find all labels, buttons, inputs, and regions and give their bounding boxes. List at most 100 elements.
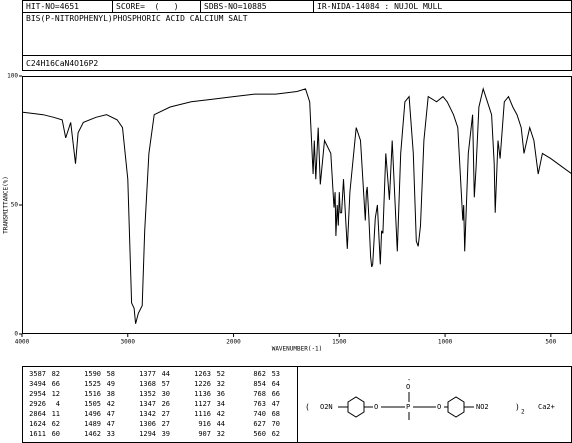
x-tick-label: 1500 [332, 339, 347, 346]
count: 2 [521, 409, 525, 416]
peak-wavenumber: 2864 [29, 410, 46, 418]
peak-transmittance: 70 [272, 420, 280, 428]
peak-transmittance: 39 [162, 430, 170, 438]
peak-transmittance: 53 [272, 370, 280, 378]
formula-box [22, 55, 572, 71]
peak-wavenumber: 560 [253, 430, 266, 438]
peak-transmittance: 60 [52, 430, 60, 438]
peak-transmittance: 30 [162, 390, 170, 398]
peak-transmittance: 47 [107, 410, 115, 418]
peak-transmittance: 64 [272, 380, 280, 388]
peak-wavenumber: 3587 [29, 370, 46, 378]
peak-transmittance: 44 [162, 370, 170, 378]
peak-wavenumber: 1306 [139, 420, 156, 428]
peak-wavenumber: 763 [253, 400, 266, 408]
x-tick-label: 3000 [121, 339, 136, 346]
x-axis-label: WAVENUMBER(-1) [272, 346, 323, 353]
peak-transmittance: 57 [162, 380, 170, 388]
peak-transmittance: 47 [107, 420, 115, 428]
peak-wavenumber: 2954 [29, 390, 46, 398]
paren: ) [515, 403, 520, 412]
peak-transmittance: 47 [272, 400, 280, 408]
compound-name: BIS(P-NITROPHENYL)PHOSPHORIC ACID CALCIU… [26, 14, 248, 23]
peak-wavenumber: 1590 [84, 370, 101, 378]
peak-transmittance: 32 [217, 430, 225, 438]
hit-no: HIT-NO=4651 [26, 2, 79, 11]
sdbs-no: SDBS-NO=10885 [204, 2, 267, 11]
peak-transmittance: 36 [217, 390, 225, 398]
peak-wavenumber: 2926 [29, 400, 46, 408]
peak-transmittance: 66 [272, 390, 280, 398]
group: O2N [320, 403, 333, 411]
peak-wavenumber: 768 [253, 390, 266, 398]
peak-transmittance: 32 [217, 380, 225, 388]
atom: O [437, 403, 441, 411]
peak-wavenumber: 1624 [29, 420, 46, 428]
y-axis-label: TRANSMITTANCE(%) [3, 176, 10, 234]
peak-transmittance: 58 [107, 370, 115, 378]
peak-transmittance: 62 [52, 420, 60, 428]
peak-wavenumber: 1263 [194, 370, 211, 378]
peak-wavenumber: 1525 [84, 380, 101, 388]
peak-wavenumber: 1226 [194, 380, 211, 388]
spectrum-line [21, 87, 572, 324]
peak-table: 3587 82 3494 66 2954 12 2926 4 2864 11 1624 62 1611 6… [22, 366, 298, 443]
peak-transmittance: 26 [162, 400, 170, 408]
peak-transmittance: 49 [107, 380, 115, 388]
header-box [22, 0, 572, 56]
x-tick-label: 1000 [438, 339, 453, 346]
peak-transmittance: 52 [217, 370, 225, 378]
peak-wavenumber: 740 [253, 410, 266, 418]
peak-wavenumber: 1516 [84, 390, 101, 398]
peak-transmittance: 82 [52, 370, 60, 378]
peak-transmittance: 42 [107, 400, 115, 408]
peak-wavenumber: 1462 [84, 430, 101, 438]
x-tick-label: 4000 [15, 339, 30, 346]
peak-wavenumber: 862 [253, 370, 266, 378]
peak-wavenumber: 1611 [29, 430, 46, 438]
atom: P [406, 403, 410, 411]
peak-wavenumber: 1127 [194, 400, 211, 408]
peak-wavenumber: 1352 [139, 390, 156, 398]
peak-wavenumber: 907 [198, 430, 211, 438]
peak-transmittance: 38 [107, 390, 115, 398]
formula: C24H16CaN4O16P2 [26, 59, 98, 68]
peak-transmittance: 4 [56, 400, 60, 408]
peak-wavenumber: 627 [253, 420, 266, 428]
y-tick-label: 50 [11, 202, 19, 209]
peak-transmittance: 62 [272, 430, 280, 438]
score: SCORE= ( ) [116, 2, 179, 11]
y-tick-label: 0 [14, 331, 18, 338]
peak-wavenumber: 854 [253, 380, 266, 388]
paren: ( [305, 403, 310, 412]
peak-wavenumber: 1377 [139, 370, 156, 378]
benzene-ring [447, 396, 465, 418]
x-tick-label: 500 [545, 339, 556, 346]
peak-transmittance: 11 [52, 410, 60, 418]
peak-transmittance: 44 [217, 420, 225, 428]
charge: - [407, 376, 411, 384]
peak-wavenumber: 1496 [84, 410, 101, 418]
structure-box [297, 366, 572, 443]
peak-transmittance: 42 [217, 410, 225, 418]
peak-transmittance: 66 [52, 380, 60, 388]
peak-transmittance: 68 [272, 410, 280, 418]
header: HIT-NO=4651 SCORE= ( ) SDBS-NO=10885 IR-… [22, 0, 572, 71]
peak-wavenumber: 1505 [84, 400, 101, 408]
peak-transmittance: 33 [107, 430, 115, 438]
cation: Ca2+ [538, 403, 555, 411]
peak-wavenumber: 1136 [194, 390, 211, 398]
peak-transmittance: 27 [162, 420, 170, 428]
peak-transmittance: 27 [162, 410, 170, 418]
atom: O [406, 383, 410, 391]
peak-wavenumber: 1342 [139, 410, 156, 418]
peak-wavenumber: 3494 [29, 380, 46, 388]
atom: O [374, 403, 378, 411]
ir-code: IR-NIDA-14084 : NUJOL MULL [317, 2, 442, 11]
peak-wavenumber: 1489 [84, 420, 101, 428]
benzene-ring [347, 396, 365, 418]
peak-wavenumber: 1347 [139, 400, 156, 408]
peak-transmittance: 34 [217, 400, 225, 408]
x-tick-label: 2000 [226, 339, 241, 346]
